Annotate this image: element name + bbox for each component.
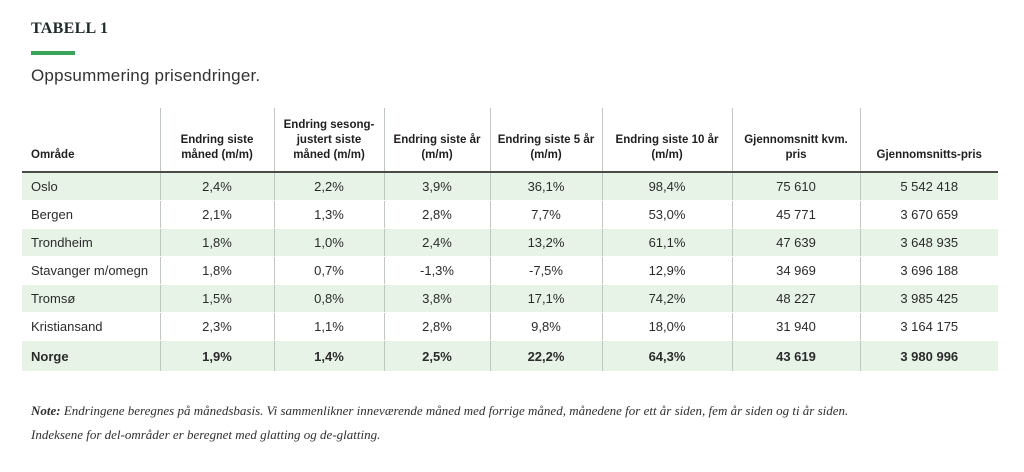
table-cell: 1,1% [273,312,384,341]
column-header-sqm-price: Gjennomsnitt kvm. pris [731,108,860,172]
table-cell: 17,1% [489,284,602,313]
table-cell: 22,2% [489,340,602,372]
price-change-table: Område Endring siste måned (m/m) Endring… [22,108,998,372]
table-cell: 9,8% [489,312,602,341]
column-header-label: Endring sesong-justert siste måned (m/m) [283,119,375,161]
table-row: Stavanger m/omegn 1,8% 0,7% -1,3% -7,5% … [22,256,998,285]
table-row: Tromsø 1,5% 0,8% 3,8% 17,1% 74,2% 48 227… [22,284,998,313]
column-header-label: Endring siste år (m/m) [393,134,481,161]
table-cell: 1,8% [159,256,274,285]
footnote: Note: Endringene beregnes på månedsbasis… [31,399,991,447]
table-cell: 53,0% [601,200,732,229]
footnote-line: Note: Endringene beregnes på månedsbasis… [31,399,991,423]
table-cell: 1,3% [273,200,384,229]
table-cell: 47 639 [731,228,860,257]
table-cell: 3 164 175 [859,312,998,341]
table-cell: 3 985 425 [859,284,998,313]
table-cell: 2,8% [383,312,490,341]
footnote-label: Note: [31,403,61,418]
column-header-label: Endring siste 5 år (m/m) [497,134,595,161]
column-header-label: Gjennomsnitt kvm. pris [744,134,848,161]
table-label: TABELL 1 [31,20,109,37]
table-cell: 13,2% [489,228,602,257]
area-cell: Oslo [22,172,160,201]
area-cell: Bergen [22,200,160,229]
table-row-total: Norge 1,9% 1,4% 2,5% 22,2% 64,3% 43 619 … [22,340,998,372]
table-cell: 2,4% [159,172,274,201]
table-cell: 0,7% [273,256,384,285]
table-cell: 45 771 [731,200,860,229]
table-cell: -1,3% [383,256,490,285]
table-cell: 5 542 418 [859,172,998,201]
table-cell: 1,9% [159,340,274,372]
table-cell: 31 940 [731,312,860,341]
table-cell: 75 610 [731,172,860,201]
table-cell: 12,9% [601,256,732,285]
header-row: Område Endring siste måned (m/m) Endring… [22,108,998,172]
table-row: Trondheim 1,8% 1,0% 2,4% 13,2% 61,1% 47 … [22,228,998,257]
table-cell: 43 619 [731,340,860,372]
table-cell: 48 227 [731,284,860,313]
footnote-line: Indeksene for del-områder er beregnet me… [31,427,381,442]
table-cell: 2,8% [383,200,490,229]
table-cell: 74,2% [601,284,732,313]
table-row: Bergen 2,1% 1,3% 2,8% 7,7% 53,0% 45 771 … [22,200,998,229]
table-cell: 61,1% [601,228,732,257]
table-cell: 3,8% [383,284,490,313]
area-cell: Trondheim [22,228,160,257]
table-cell: 3 648 935 [859,228,998,257]
area-cell: Stavanger m/omegn [22,256,160,285]
column-header-area: Område [31,149,75,161]
column-header-change-10y: Endring siste 10 år (m/m) [601,108,732,172]
table-cell: 2,2% [273,172,384,201]
table-cell: 2,1% [159,200,274,229]
table-cell: 1,8% [159,228,274,257]
table-cell: 1,4% [273,340,384,372]
column-header-change-month: Endring siste måned (m/m) [159,108,274,172]
table-cell: 36,1% [489,172,602,201]
table-cell: 0,8% [273,284,384,313]
table-cell: 3 670 659 [859,200,998,229]
table-cell: 1,5% [159,284,274,313]
table-cell: 2,4% [383,228,490,257]
table-cell: 34 969 [731,256,860,285]
column-header-change-year: Endring siste år (m/m) [383,108,490,172]
table-subtitle: Oppsummering prisendringer. [31,66,261,85]
footnote-text: Endringene beregnes på månedsbasis. Vi s… [60,403,849,418]
table-cell: -7,5% [489,256,602,285]
table-cell: 3 980 996 [859,340,998,372]
column-header-label: Endring siste 10 år (m/m) [615,134,719,161]
table-cell: 18,0% [601,312,732,341]
table-cell: 3 696 188 [859,256,998,285]
table-cell: 2,5% [383,340,490,372]
column-header-seasonal-month: Endring sesong-justert siste måned (m/m) [273,108,384,172]
area-cell: Tromsø [22,284,160,313]
column-header-avg-price: Gjennomsnitts-pris [859,108,998,172]
column-header-label: Endring siste måned (m/m) [180,134,254,161]
table-cell: 1,0% [273,228,384,257]
table-cell: 64,3% [601,340,732,372]
table-row: Kristiansand 2,3% 1,1% 2,8% 9,8% 18,0% 3… [22,312,998,341]
area-cell: Norge [22,340,160,372]
column-header-change-5y: Endring siste 5 år (m/m) [489,108,602,172]
table-row: Oslo 2,4% 2,2% 3,9% 36,1% 98,4% 75 610 5… [22,172,998,201]
table-cell: 3,9% [383,172,490,201]
table-cell: 2,3% [159,312,274,341]
table-cell: 7,7% [489,200,602,229]
table-cell: 98,4% [601,172,732,201]
column-header-label: Gjennomsnitts-pris [876,149,982,161]
area-cell: Kristiansand [22,312,160,341]
accent-rule [31,51,75,55]
